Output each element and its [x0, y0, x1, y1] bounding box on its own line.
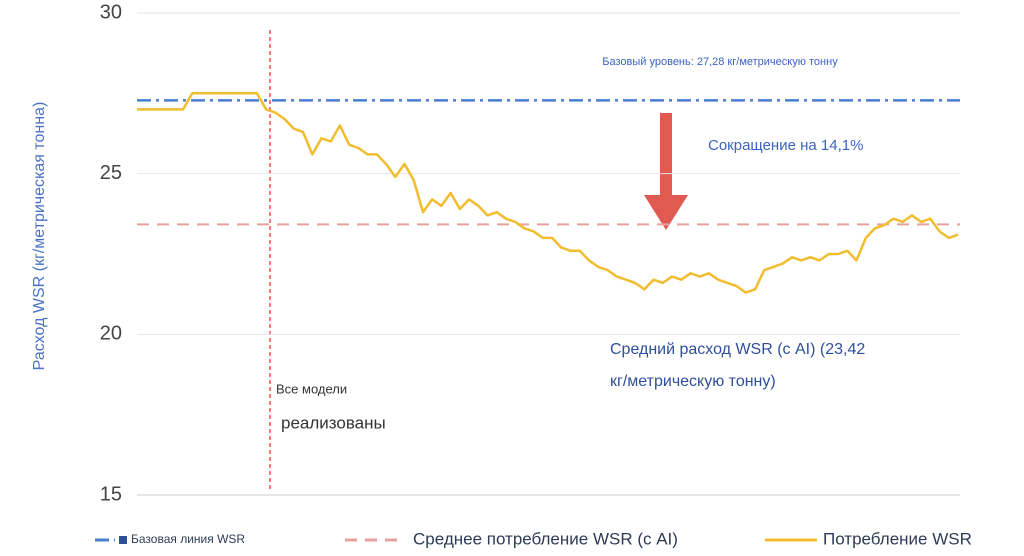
legend-label: Базовая линия WSR	[131, 532, 245, 546]
legend-label: Потребление WSR	[823, 529, 972, 548]
y-tick-label: 20	[100, 323, 122, 345]
annotation: Базовый уровень: 27,28 кг/метрическую то…	[602, 56, 838, 68]
y-tick-label: 25	[100, 162, 122, 184]
annotation: Средний расход WSR (с AI) (23,42	[610, 341, 865, 358]
annotation: Сокращение на 14,1%	[708, 137, 863, 154]
legend-swatch	[119, 536, 127, 544]
y-axis-label: Расход WSR (кг/метрическая тонна)	[31, 102, 48, 371]
arrow-head	[644, 195, 688, 230]
annotation: кг/метрическую тонну)	[610, 373, 776, 390]
y-tick-label: 15	[100, 483, 122, 505]
annotation: Все модели	[276, 381, 347, 396]
annotation: реализованы	[281, 413, 386, 432]
data-line	[137, 92, 959, 294]
legend-label: Среднее потребление WSR (с AI)	[413, 529, 678, 548]
arrow-shaft	[660, 113, 672, 197]
y-tick-label: 30	[100, 1, 122, 23]
